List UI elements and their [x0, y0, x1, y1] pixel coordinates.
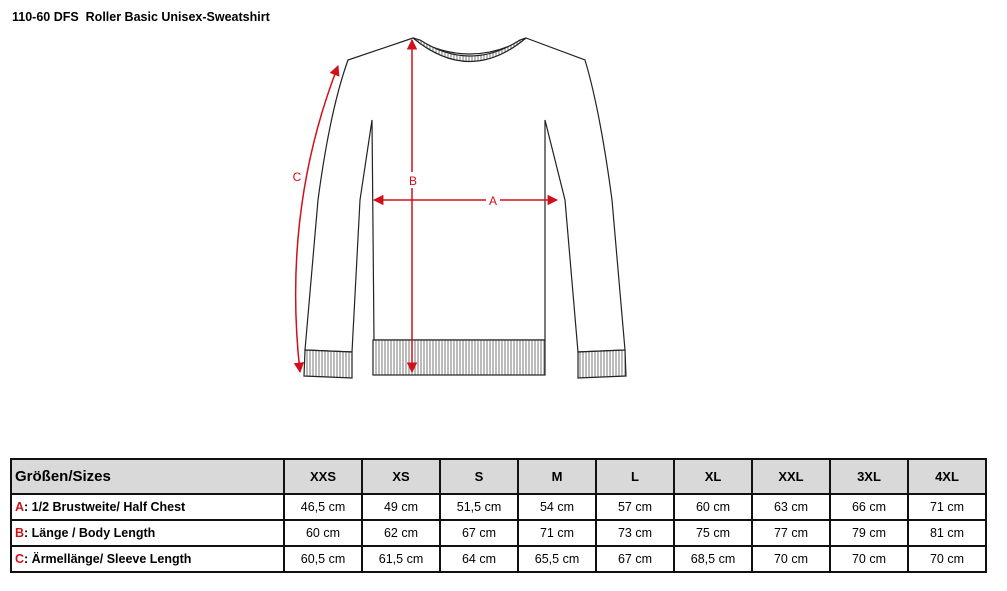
table-cell: 64 cm [439, 545, 519, 573]
product-title: 110-60 DFS Roller Basic Unisex-Sweatshir… [12, 10, 270, 24]
label-a: A [489, 194, 497, 208]
size-header: 3XL [829, 458, 909, 495]
table-cell: 67 cm [595, 545, 675, 573]
table-cell: 68,5 cm [673, 545, 753, 573]
row-label-text: : Länge / Body Length [24, 526, 156, 540]
row-label: C: Ärmellänge/ Sleeve Length [10, 545, 285, 573]
size-table: Größen/Sizes XXS XS S M L XL XXL 3XL 4XL… [10, 458, 987, 573]
table-cell: 63 cm [751, 493, 831, 521]
table-cell: 60 cm [283, 519, 363, 547]
table-cell: 51,5 cm [439, 493, 519, 521]
table-cell: 75 cm [673, 519, 753, 547]
size-header: M [517, 458, 597, 495]
table-cell: 79 cm [829, 519, 909, 547]
table-cell: 73 cm [595, 519, 675, 547]
sweatshirt-outline [303, 37, 627, 379]
table-cell: 71 cm [907, 493, 987, 521]
table-cell: 70 cm [907, 545, 987, 573]
measure-arrows [293, 38, 559, 374]
table-cell: 65,5 cm [517, 545, 597, 573]
size-header: 4XL [907, 458, 987, 495]
row-label-text: : Ärmellänge/ Sleeve Length [24, 552, 192, 566]
row-label: A: 1/2 Brustweite/ Half Chest [10, 493, 285, 521]
row-letter: A [15, 500, 25, 514]
table-cell: 49 cm [361, 493, 441, 521]
table-cell: 71 cm [517, 519, 597, 547]
size-header: XXL [751, 458, 831, 495]
table-row: C: Ärmellänge/ Sleeve Length 60,5 cm 61,5 … [10, 545, 987, 573]
table-header-row: Größen/Sizes XXS XS S M L XL XXL 3XL 4XL [10, 458, 987, 495]
table-cell: 70 cm [829, 545, 909, 573]
row-label-text: : 1/2 Brustweite/ Half Chest [24, 500, 186, 514]
table-cell: 60 cm [673, 493, 753, 521]
row-letter: C [15, 552, 25, 566]
size-header: XL [673, 458, 753, 495]
table-cell: 57 cm [595, 493, 675, 521]
size-header: XXS [283, 458, 363, 495]
size-header: L [595, 458, 675, 495]
table-cell: 66 cm [829, 493, 909, 521]
table-cell: 60,5 cm [283, 545, 363, 573]
sizes-header: Größen/Sizes [10, 458, 285, 495]
table-row: B: Länge / Body Length 60 cm 62 cm 67 cm 71 … [10, 519, 987, 547]
row-letter: B [15, 526, 25, 540]
table-cell: 46,5 cm [283, 493, 363, 521]
table-row: A: 1/2 Brustweite/ Half Chest 46,5 cm 49 c… [10, 493, 987, 521]
table-cell: 54 cm [517, 493, 597, 521]
sweatshirt-diagram: A B C [291, 37, 627, 379]
table-cell: 62 cm [361, 519, 441, 547]
size-header: S [439, 458, 519, 495]
arrow-c [293, 65, 340, 374]
label-b: B [409, 174, 417, 188]
table-cell: 81 cm [907, 519, 987, 547]
table-cell: 77 cm [751, 519, 831, 547]
table-cell: 70 cm [751, 545, 831, 573]
row-label: B: Länge / Body Length [10, 519, 285, 547]
size-header: XS [361, 458, 441, 495]
label-c: C [293, 170, 302, 184]
table-cell: 67 cm [439, 519, 519, 547]
table-cell: 61,5 cm [361, 545, 441, 573]
